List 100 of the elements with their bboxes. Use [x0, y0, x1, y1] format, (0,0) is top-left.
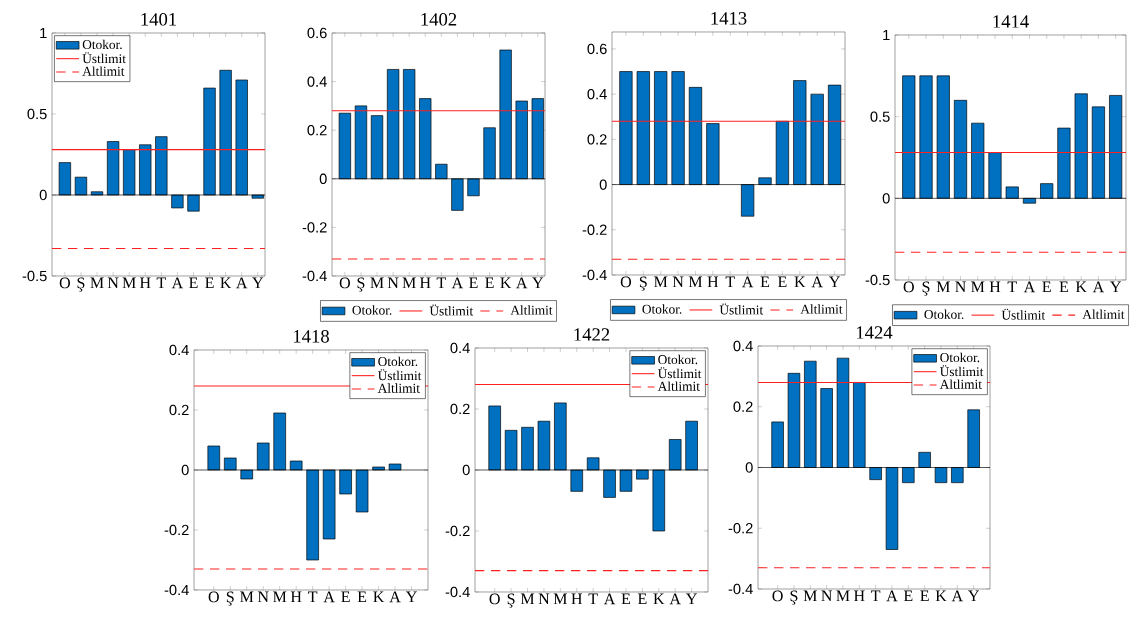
x-tick-label: Y [1110, 281, 1122, 293]
x-tick-label: E [189, 277, 198, 289]
x-tick-label: Ş [639, 276, 647, 291]
x-tick-label: H [419, 277, 431, 289]
x-tick-label: K [373, 591, 385, 603]
x-tick-label: A [603, 593, 616, 605]
y-tick-label: 0.5 [27, 108, 47, 120]
x-tick-label: K [1075, 281, 1087, 293]
y-tick-label: 0 [882, 193, 890, 204]
y-tick-label: -0.4 [728, 583, 753, 595]
x-tick-label: A [1023, 281, 1036, 293]
x-tick-label: N [672, 276, 684, 288]
x-tick-label: Ş [357, 277, 365, 292]
y-tick-label: 0 [181, 464, 189, 476]
x-tick-label: E [920, 590, 929, 602]
x-tick-label: M [370, 277, 384, 289]
x-tick-label: T [725, 276, 735, 288]
y-tick-label: -0.2 [728, 523, 753, 534]
x-tick-label: E [1059, 281, 1069, 293]
legend-label: Üstlimit [939, 365, 984, 377]
x-tick-label: T [436, 277, 446, 289]
x-tick-label: N [107, 277, 119, 289]
legend-label: Üstlimit [719, 303, 764, 315]
chart-title: 1424 [856, 326, 893, 339]
y-tick-label: 0.2 [587, 134, 607, 145]
y-tick-label: 0.4 [733, 340, 753, 352]
legend-label: Altlimit [657, 381, 700, 391]
x-tick-label: H [139, 277, 151, 289]
x-tick-label: O [772, 590, 783, 602]
x-tick-label: E [903, 590, 913, 602]
x-tick-label: M [122, 277, 136, 289]
x-tick-label: H [290, 591, 302, 603]
x-tick-label: A [516, 277, 528, 289]
x-tick-label: A [451, 277, 464, 289]
x-tick-label: K [935, 590, 947, 602]
x-tick-label: O [59, 277, 70, 289]
y-tick-label: 0.4 [169, 344, 189, 356]
x-tick-label: M [520, 593, 535, 605]
x-tick-label: O [903, 281, 914, 293]
x-tick-label: E [621, 593, 631, 605]
y-tick-label: 0.2 [733, 401, 753, 412]
x-tick-label: A [236, 277, 248, 289]
y-tick-label: -0.5 [865, 274, 890, 286]
chart-title: 1414 [993, 15, 1029, 28]
y-tick-label: -0.4 [582, 269, 607, 281]
chart-title: 1422 [574, 328, 610, 341]
x-tick-label: Ş [922, 281, 930, 296]
y-tick-label: -0.4 [302, 270, 327, 282]
y-tick-label: -0.2 [582, 224, 607, 235]
y-tick-label: 0 [745, 462, 753, 473]
y-tick-label: -0.4 [164, 584, 189, 596]
legend-label: Otokor. [924, 309, 964, 319]
x-tick-label: K [220, 277, 232, 289]
x-tick-label: E [341, 591, 350, 603]
x-tick-label: M [936, 281, 950, 293]
y-tick-label: 1 [40, 27, 47, 39]
y-tick-label: 0 [462, 464, 470, 476]
y-tick-label: 0.2 [450, 403, 470, 415]
x-tick-label: M [273, 591, 287, 603]
legend-label: Altlimit [939, 379, 982, 389]
legend-label: Altlimit [1082, 309, 1125, 319]
legend-label: Otokor. [642, 304, 682, 314]
legend-label: Üstlimit [1001, 308, 1046, 320]
x-tick-label: T [156, 277, 166, 289]
x-tick-label: O [339, 277, 350, 289]
x-tick-label: Y [686, 593, 697, 605]
x-tick-label: A [669, 593, 681, 605]
chart-title: 1401 [141, 13, 177, 26]
y-tick-label: -0.5 [22, 270, 47, 282]
x-tick-label: T [871, 590, 881, 602]
chart-title: 1402 [421, 13, 457, 26]
x-tick-label: Y [828, 276, 840, 288]
legend-label: Üstlimit [82, 52, 126, 64]
legend-label: Otokor. [352, 305, 392, 315]
x-tick-label: E [469, 277, 478, 289]
legend-label: Üstlimit [429, 304, 474, 316]
x-tick-label: A [811, 276, 823, 288]
x-tick-label: Y [405, 591, 417, 603]
y-tick-label: 1 [883, 29, 890, 41]
x-tick-label: M [654, 276, 668, 288]
x-tick-label: Ş [226, 591, 234, 606]
x-tick-label: A [171, 277, 184, 289]
x-tick-label: K [500, 277, 512, 289]
x-tick-label: Ş [77, 277, 85, 292]
x-tick-label: A [886, 590, 898, 602]
x-tick-label: K [653, 593, 665, 605]
y-tick-label: 0 [39, 189, 47, 201]
x-tick-label: E [637, 593, 647, 605]
chart-title: 1418 [293, 330, 329, 343]
chart-title: 1413 [711, 12, 747, 25]
x-tick-label: H [853, 590, 865, 602]
y-tick-label: 0.4 [450, 342, 470, 354]
x-tick-label: N [387, 277, 399, 289]
x-tick-label: T [588, 593, 598, 605]
y-tick-label: -0.4 [445, 586, 470, 598]
x-tick-label: M [803, 590, 817, 602]
x-tick-label: N [955, 281, 966, 293]
legend-label: Üstlimit [657, 367, 702, 379]
x-tick-label: O [489, 593, 500, 605]
x-tick-label: Y [968, 590, 980, 602]
